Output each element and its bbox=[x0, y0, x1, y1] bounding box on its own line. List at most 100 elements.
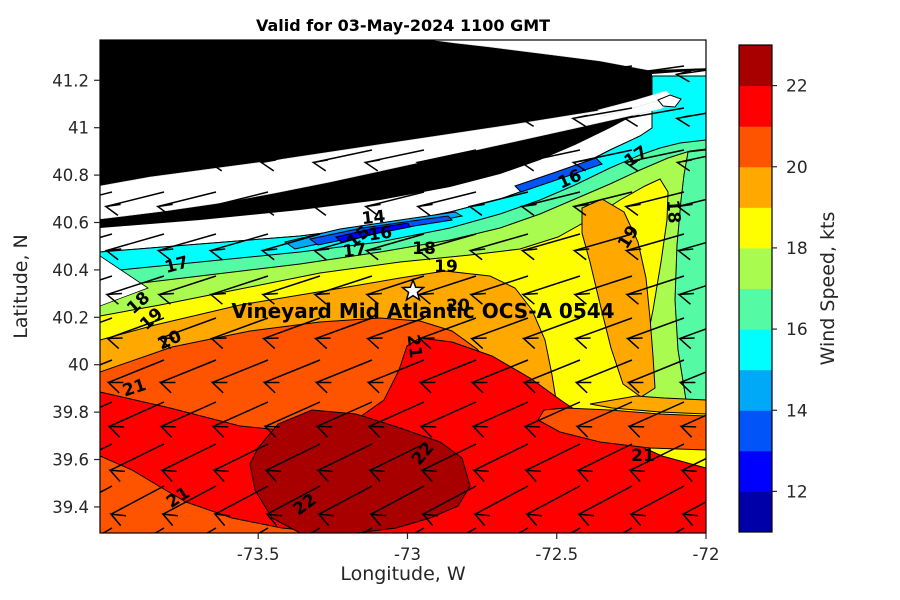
wind-arrow bbox=[100, 233, 113, 239]
wind-arrow bbox=[157, 275, 217, 305]
y-axis-label: Latitude, N bbox=[10, 234, 32, 339]
contour-band-20 bbox=[100, 455, 333, 533]
wind-arrow bbox=[521, 275, 581, 305]
wind-arrow bbox=[470, 359, 529, 394]
colorbar-segment-15 bbox=[739, 329, 772, 371]
wind-arrow bbox=[206, 107, 269, 128]
wind-arrow bbox=[160, 443, 217, 482]
colorbar-segment-12 bbox=[739, 450, 772, 492]
wind-arrow bbox=[104, 233, 165, 261]
colorbar-segment-20 bbox=[739, 126, 772, 168]
y-tick-label: 40.4 bbox=[52, 261, 89, 280]
wind-arrow bbox=[103, 191, 165, 216]
wind-arrow bbox=[106, 359, 165, 394]
wind-arrow bbox=[100, 485, 113, 494]
wind-arrow bbox=[310, 65, 373, 83]
wind-arrow bbox=[103, 149, 165, 172]
wind-arrow bbox=[154, 65, 217, 83]
wind-arrow bbox=[629, 485, 685, 527]
wind-arrow bbox=[415, 149, 477, 172]
wind-arrow bbox=[414, 65, 477, 83]
wind-arrow bbox=[576, 443, 633, 482]
x-tick-label: -72.5 bbox=[535, 545, 578, 564]
wind-arrow bbox=[676, 241, 706, 261]
y-tick-label: 39.6 bbox=[52, 451, 89, 470]
wind-arrow bbox=[109, 485, 165, 527]
y-tick-label: 39.4 bbox=[52, 498, 89, 517]
x-axis-label: Longitude, W bbox=[340, 563, 466, 585]
contour-label-21: 21 bbox=[403, 333, 426, 359]
wind-arrow bbox=[679, 414, 706, 438]
wind-arrow bbox=[472, 443, 529, 482]
colorbar-segment-21 bbox=[739, 85, 772, 127]
wind-arrow bbox=[365, 317, 425, 350]
wind-arrow bbox=[468, 233, 529, 261]
contour-band-22 bbox=[249, 409, 471, 533]
wind-arrow bbox=[265, 485, 321, 527]
wind-arrow bbox=[467, 191, 529, 216]
wind-arrow bbox=[674, 112, 706, 128]
wind-arrow bbox=[154, 107, 217, 128]
wind-arrow bbox=[258, 65, 321, 83]
wind-arrow bbox=[264, 443, 321, 482]
wind-arrow bbox=[577, 485, 633, 527]
wind-arrow bbox=[525, 485, 581, 527]
contour-band-12 bbox=[335, 222, 411, 243]
wind-arrow bbox=[107, 401, 165, 438]
y-tick-label: 40 bbox=[68, 356, 89, 375]
wind-arrow bbox=[155, 149, 217, 172]
wind-arrow bbox=[315, 401, 373, 438]
colorbar-tick-label: 22 bbox=[786, 77, 808, 97]
colorbar-segment-11 bbox=[739, 491, 772, 533]
wind-arrow bbox=[365, 275, 425, 305]
wind-arrow bbox=[519, 191, 581, 216]
contour-label-18: 18 bbox=[412, 239, 436, 259]
wind-arrow bbox=[363, 149, 425, 172]
wind-arrow bbox=[207, 191, 269, 216]
contour-label-17: 17 bbox=[342, 240, 368, 262]
wind-arrow bbox=[466, 65, 529, 83]
wind-arrow bbox=[259, 191, 321, 216]
wind-arrow bbox=[209, 317, 269, 350]
wind-arrow bbox=[573, 275, 633, 305]
wind-arrow bbox=[155, 191, 217, 216]
wind-arrow bbox=[572, 233, 633, 261]
wind-arrow bbox=[520, 233, 581, 261]
wind-arrow bbox=[574, 359, 633, 394]
wind-arrow bbox=[677, 284, 706, 305]
colorbar-tick-label: 18 bbox=[786, 239, 808, 259]
wind-arrow bbox=[571, 149, 633, 172]
connecticut-coast bbox=[431, 40, 706, 71]
wind-arrow bbox=[100, 359, 113, 366]
wind-arrow bbox=[621, 527, 633, 533]
plot-frame bbox=[99, 39, 707, 534]
wind-arrow bbox=[262, 359, 321, 394]
x-tick-label: -73 bbox=[394, 545, 421, 564]
wind-arrow bbox=[362, 65, 425, 83]
wind-arrow bbox=[156, 233, 217, 261]
wind-arrow bbox=[673, 527, 685, 533]
wind-arrow bbox=[311, 149, 373, 172]
wind-arrow bbox=[153, 527, 165, 533]
wind-arrow bbox=[158, 359, 217, 394]
wind-arrow bbox=[207, 149, 269, 172]
wind-arrow bbox=[369, 485, 425, 527]
wind-arrow bbox=[624, 233, 685, 261]
wind-arrow bbox=[259, 149, 321, 172]
wind-arrow bbox=[105, 317, 165, 350]
station-star-marker bbox=[400, 277, 426, 302]
colorbar-segment-13 bbox=[739, 410, 772, 452]
wind-arrow bbox=[313, 275, 373, 305]
wind-arrow bbox=[100, 275, 113, 281]
wind-arrow bbox=[211, 401, 269, 438]
wind-arrow bbox=[571, 191, 633, 216]
contour-band-16 bbox=[674, 149, 706, 409]
wind-arrow bbox=[628, 443, 685, 482]
wind-arrow bbox=[100, 401, 113, 409]
wind-arrow bbox=[161, 485, 217, 527]
colorbar: 12 14 16 18 20 22 Wind Speed, kts bbox=[738, 44, 839, 533]
wind-arrow bbox=[473, 485, 529, 527]
contour-band-20 bbox=[537, 407, 706, 451]
wind-arrow bbox=[622, 107, 685, 128]
